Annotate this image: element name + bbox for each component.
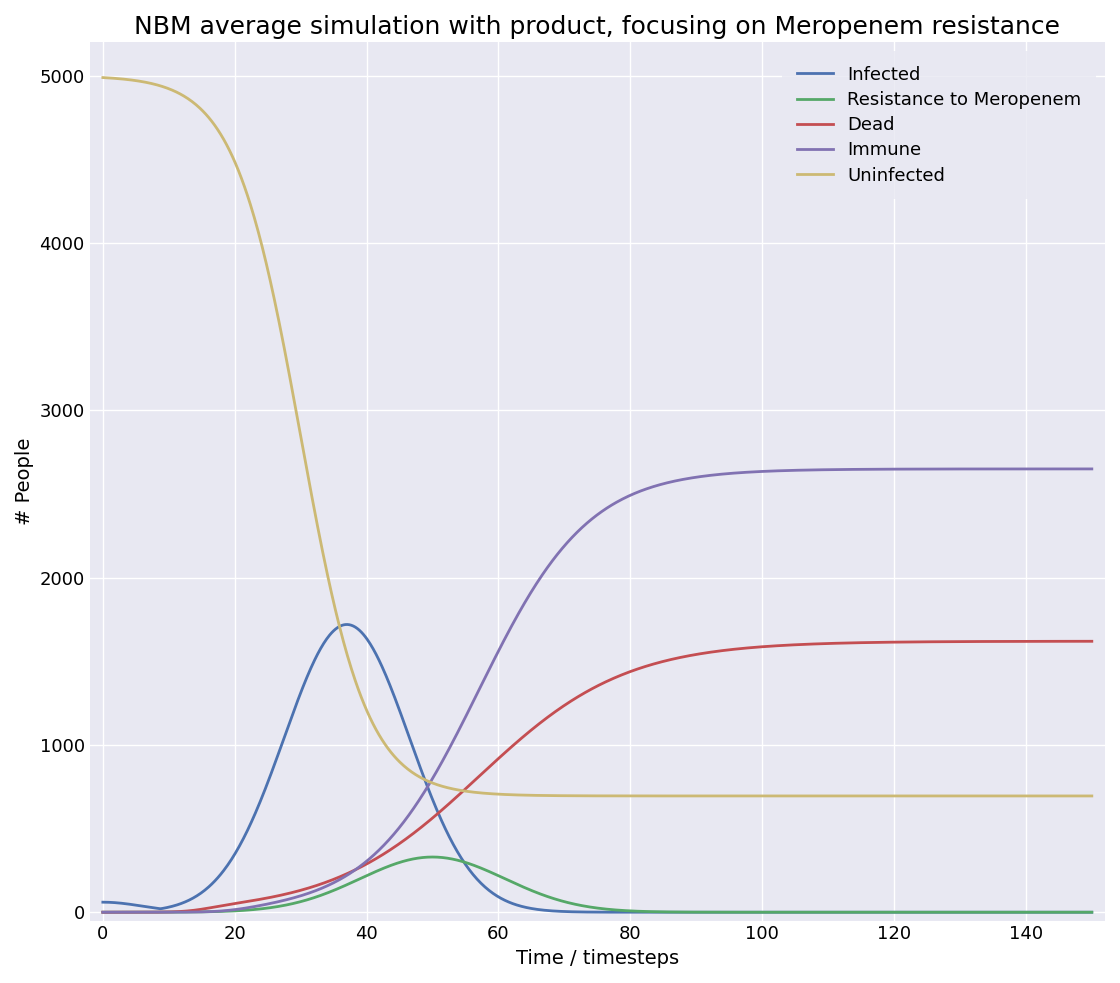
Infected — [868, 906, 881, 918]
Infected — [197, 885, 211, 896]
Resistance to Meropenem — [886, 906, 899, 918]
Uninfected — [532, 789, 545, 801]
Uninfected — [775, 790, 788, 802]
Dead — [1085, 635, 1099, 647]
Resistance to Meropenem — [426, 851, 439, 863]
Immune — [96, 906, 110, 918]
Uninfected — [1085, 790, 1099, 802]
Immune — [885, 463, 898, 475]
Legend: Infected, Resistance to Meropenem, Dead, Immune, Uninfected: Infected, Resistance to Meropenem, Dead,… — [783, 51, 1096, 200]
Uninfected — [496, 788, 510, 800]
Immune — [1085, 463, 1099, 475]
Infected — [776, 906, 790, 918]
Uninfected — [96, 72, 110, 84]
Resistance to Meropenem — [1085, 906, 1099, 918]
Immune — [775, 465, 788, 477]
Dead — [885, 636, 898, 648]
Immune — [496, 637, 510, 649]
Resistance to Meropenem — [868, 906, 881, 918]
Line: Uninfected: Uninfected — [103, 78, 1092, 796]
Infected — [96, 896, 110, 908]
Infected — [886, 906, 899, 918]
Resistance to Meropenem — [197, 906, 211, 918]
Uninfected — [197, 106, 211, 118]
Title: NBM average simulation with product, focusing on Meropenem resistance: NBM average simulation with product, foc… — [134, 15, 1061, 39]
Infected — [339, 618, 353, 630]
Uninfected — [867, 790, 880, 802]
Resistance to Meropenem — [96, 906, 110, 918]
Y-axis label: # People: # People — [15, 437, 34, 525]
Resistance to Meropenem — [533, 888, 547, 899]
Infected — [533, 903, 547, 915]
Line: Immune: Immune — [103, 469, 1092, 912]
Dead — [96, 906, 110, 918]
Immune — [867, 463, 880, 475]
Dead — [496, 749, 510, 761]
Dead — [775, 640, 788, 652]
Immune — [197, 906, 211, 918]
Dead — [532, 719, 545, 730]
Dead — [197, 903, 211, 915]
Immune — [532, 575, 545, 587]
Resistance to Meropenem — [776, 906, 790, 918]
Uninfected — [885, 790, 898, 802]
X-axis label: Time / timesteps: Time / timesteps — [516, 949, 679, 968]
Line: Infected: Infected — [103, 624, 1092, 912]
Dead — [867, 637, 880, 649]
Line: Resistance to Meropenem: Resistance to Meropenem — [103, 857, 1092, 912]
Line: Dead: Dead — [103, 641, 1092, 912]
Infected — [497, 894, 511, 905]
Resistance to Meropenem — [497, 872, 511, 884]
Infected — [1085, 906, 1099, 918]
